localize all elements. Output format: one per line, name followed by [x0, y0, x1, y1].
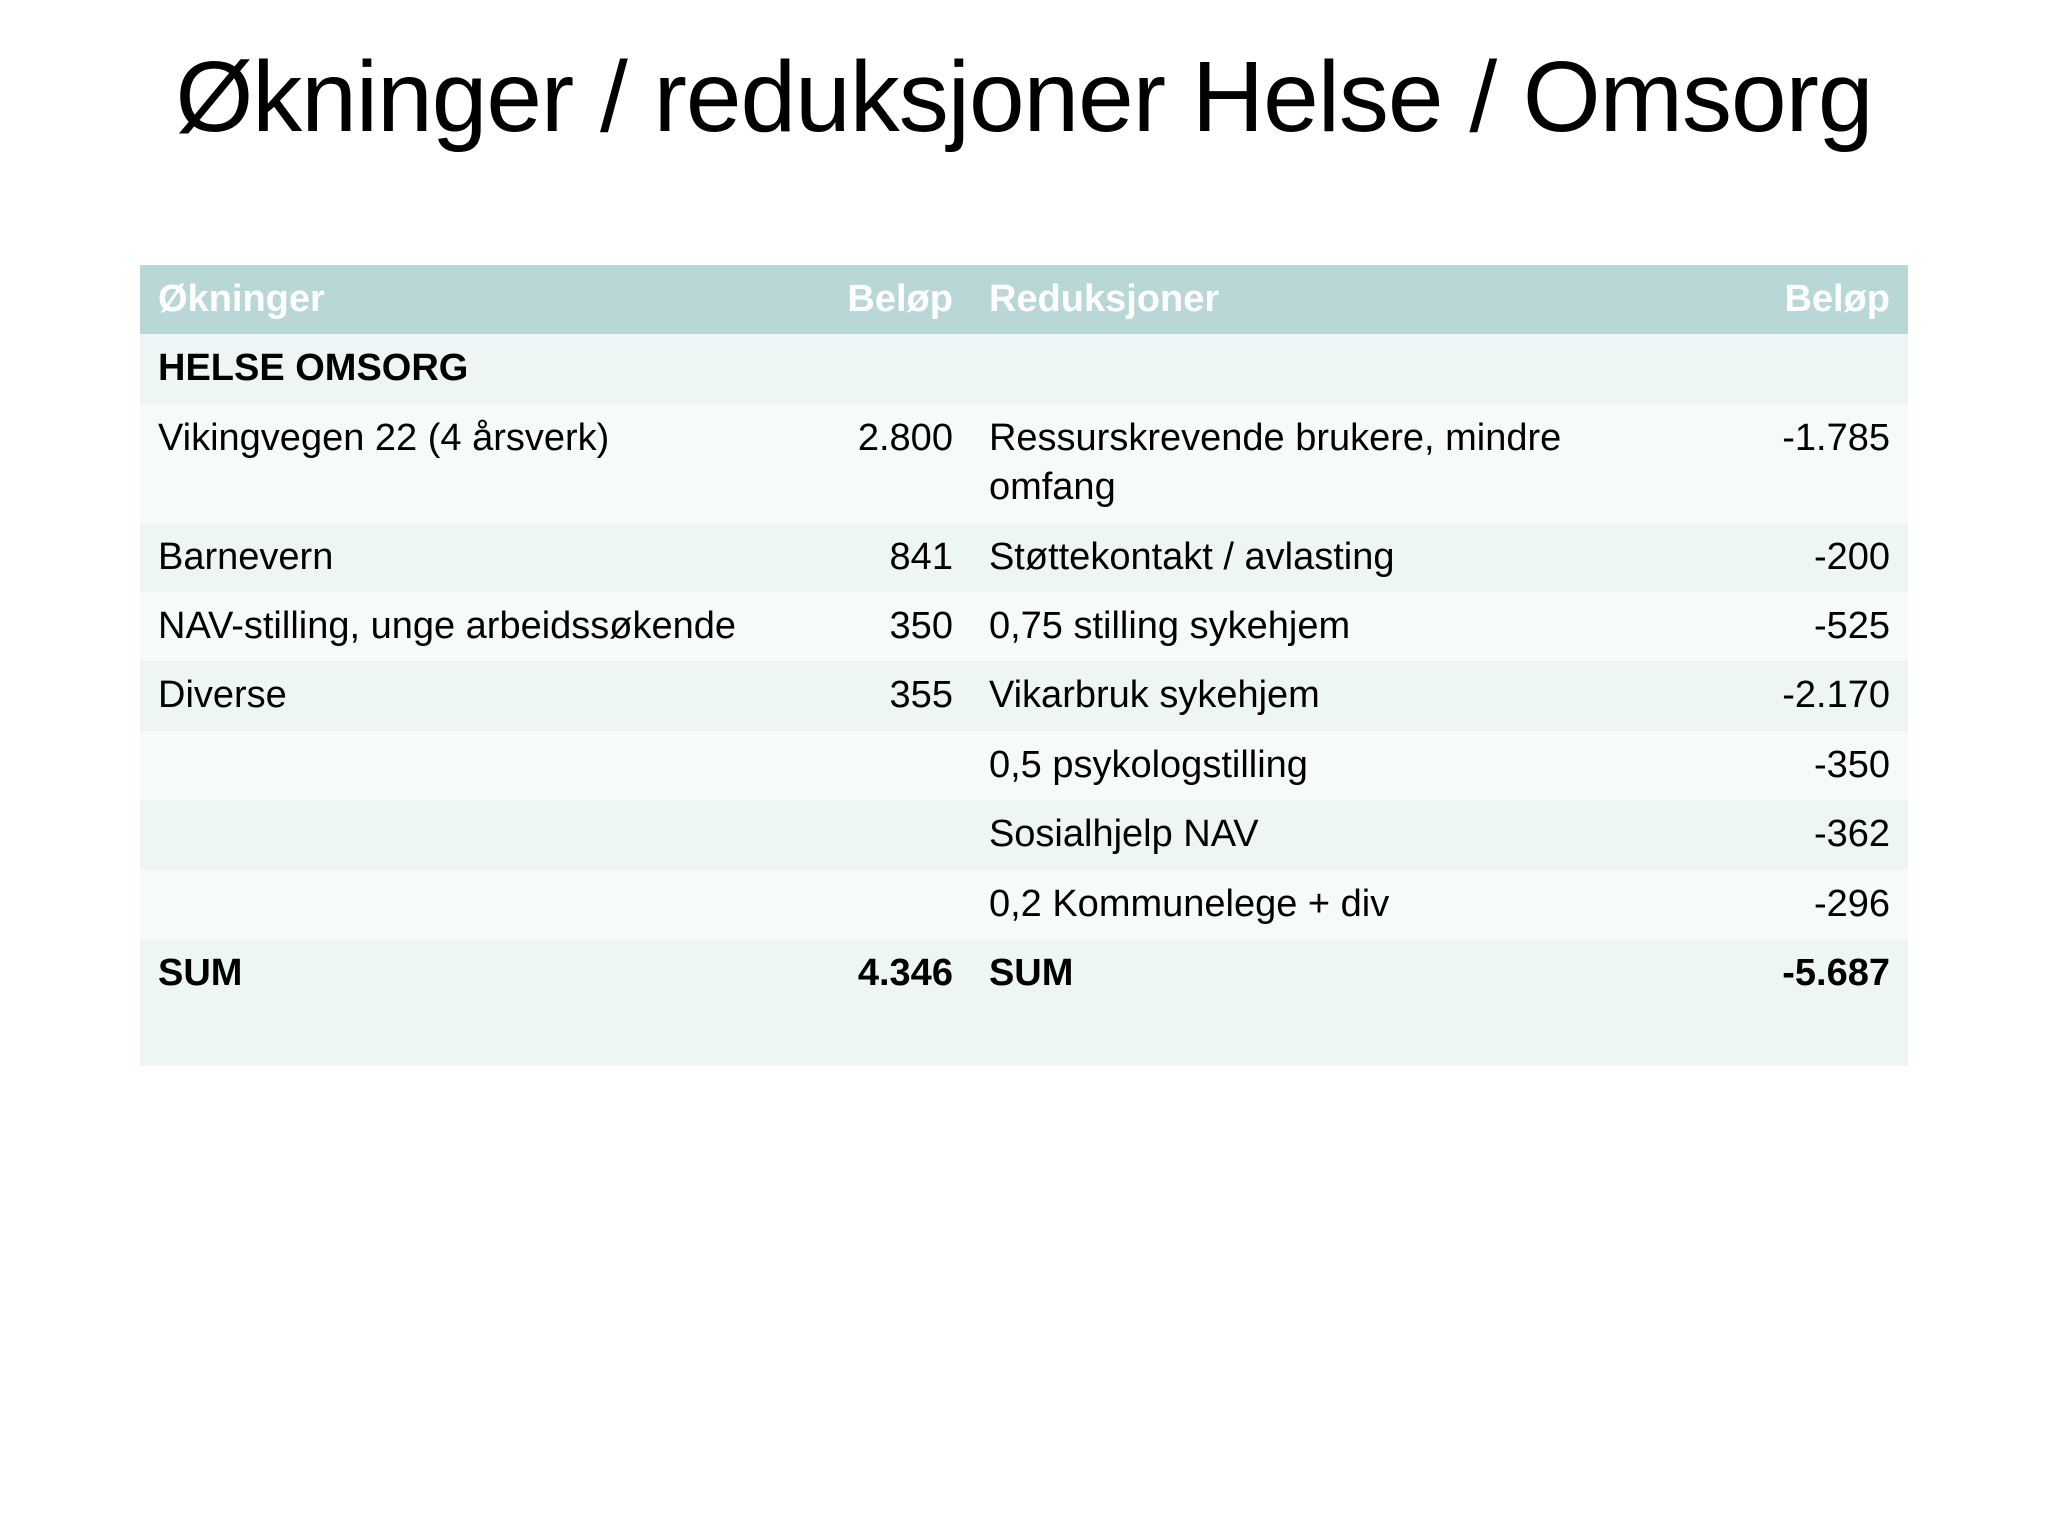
- cell-belop1: 355: [759, 661, 971, 730]
- cell-okninger: NAV-stilling, unge arbeidssøkende: [140, 592, 759, 661]
- cell-okninger: Barnevern: [140, 523, 759, 592]
- section-label: HELSE OMSORG: [140, 334, 759, 403]
- table-row: NAV-stilling, unge arbeidssøkende 350 0,…: [140, 592, 1908, 661]
- cell-belop2: -362: [1696, 800, 1908, 869]
- table-row: Diverse 355 Vikarbruk sykehjem -2.170: [140, 661, 1908, 730]
- cell-reduksjoner: 0,5 psykologstilling: [971, 731, 1696, 800]
- cell-belop1: [759, 731, 971, 800]
- header-reduksjoner: Reduksjoner: [971, 265, 1696, 334]
- table-row: 0,5 psykologstilling -350: [140, 731, 1908, 800]
- table-row: Sosialhjelp NAV -362: [140, 800, 1908, 869]
- section-row: HELSE OMSORG: [140, 334, 1908, 403]
- cell-reduksjoner: Vikarbruk sykehjem: [971, 661, 1696, 730]
- blank-row: [140, 1008, 1908, 1066]
- cell-okninger: [140, 800, 759, 869]
- cell-reduksjoner: Støttekontakt / avlasting: [971, 523, 1696, 592]
- table-row: 0,2 Kommunelege + div -296: [140, 870, 1908, 939]
- section-belop1: [759, 334, 971, 403]
- budget-table: Økninger Beløp Reduksjoner Beløp HELSE O…: [140, 265, 1908, 1066]
- cell-belop1: 841: [759, 523, 971, 592]
- cell-reduksjoner: 0,75 stilling sykehjem: [971, 592, 1696, 661]
- header-okninger: Økninger: [140, 265, 759, 334]
- blank-cell: [759, 1008, 971, 1066]
- cell-belop2: -200: [1696, 523, 1908, 592]
- cell-reduksjoner: Sosialhjelp NAV: [971, 800, 1696, 869]
- blank-cell: [971, 1008, 1696, 1066]
- header-belop1: Beløp: [759, 265, 971, 334]
- cell-belop2: -525: [1696, 592, 1908, 661]
- cell-belop1: 2.800: [759, 404, 971, 523]
- cell-okninger: Vikingvegen 22 (4 årsverk): [140, 404, 759, 523]
- cell-reduksjoner: 0,2 Kommunelege + div: [971, 870, 1696, 939]
- sum-okninger: SUM: [140, 939, 759, 1008]
- cell-belop1: 350: [759, 592, 971, 661]
- blank-cell: [1696, 1008, 1908, 1066]
- table-header-row: Økninger Beløp Reduksjoner Beløp: [140, 265, 1908, 334]
- header-belop2: Beløp: [1696, 265, 1908, 334]
- sum-belop2: -5.687: [1696, 939, 1908, 1008]
- cell-belop1: [759, 800, 971, 869]
- cell-belop2: -350: [1696, 731, 1908, 800]
- cell-okninger: [140, 870, 759, 939]
- cell-belop1: [759, 870, 971, 939]
- section-reduksjoner: [971, 334, 1696, 403]
- table-row: Vikingvegen 22 (4 årsverk) 2.800 Ressurs…: [140, 404, 1908, 523]
- cell-belop2: -2.170: [1696, 661, 1908, 730]
- table-row: Barnevern 841 Støttekontakt / avlasting …: [140, 523, 1908, 592]
- section-belop2: [1696, 334, 1908, 403]
- blank-cell: [140, 1008, 759, 1066]
- cell-okninger: Diverse: [140, 661, 759, 730]
- sum-reduksjoner: SUM: [971, 939, 1696, 1008]
- cell-okninger: [140, 731, 759, 800]
- page-title: Økninger / reduksjoner Helse / Omsorg: [140, 40, 1908, 155]
- sum-belop1: 4.346: [759, 939, 971, 1008]
- cell-reduksjoner: Ressurskrevende brukere, mindre omfang: [971, 404, 1696, 523]
- cell-belop2: -296: [1696, 870, 1908, 939]
- sum-row: SUM 4.346 SUM -5.687: [140, 939, 1908, 1008]
- cell-belop2: -1.785: [1696, 404, 1908, 523]
